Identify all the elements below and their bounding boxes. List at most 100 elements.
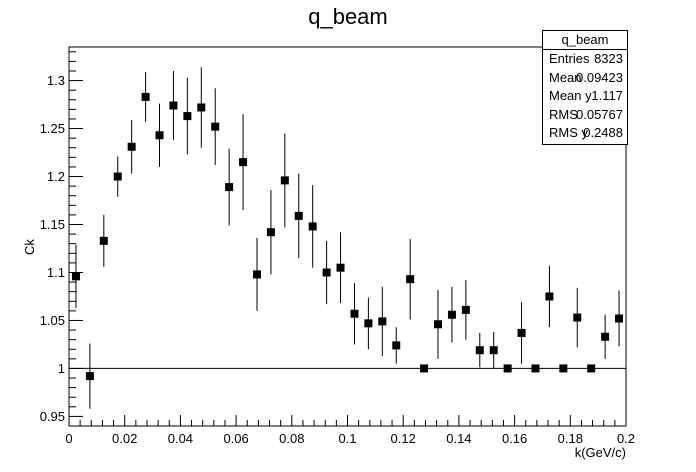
- y-tick-label: 1.05: [40, 313, 65, 328]
- point-marker: [183, 112, 192, 121]
- stats-row-rms-y: RMS y 0.2488: [543, 124, 627, 143]
- point-marker: [336, 263, 345, 272]
- point-marker: [364, 319, 373, 328]
- point-marker: [266, 228, 275, 237]
- y-axis-label: Ck: [22, 239, 37, 255]
- data-point: [392, 327, 401, 364]
- chart-title: q_beam: [308, 4, 388, 29]
- data-point: [169, 70, 178, 141]
- data-point: [447, 286, 456, 343]
- y-tick-label: 1.3: [47, 73, 65, 88]
- point-marker: [141, 92, 150, 101]
- data-point: [601, 314, 610, 359]
- point-marker: [155, 131, 164, 140]
- x-tick-label: 0.12: [391, 431, 416, 446]
- data-point: [85, 343, 94, 409]
- data-point: [559, 364, 568, 373]
- data-point: [183, 77, 192, 155]
- data-point: [252, 237, 261, 311]
- point-marker: [489, 346, 498, 355]
- data-point: [517, 302, 526, 364]
- data-point: [336, 232, 345, 304]
- x-tick-label: 0.06: [223, 431, 248, 446]
- x-tick-label: 0.02: [112, 431, 137, 446]
- stats-value: 0.09423: [576, 69, 623, 85]
- point-marker: [252, 270, 261, 279]
- point-marker: [113, 172, 122, 181]
- stats-key: Mean: [549, 69, 582, 85]
- point-marker: [531, 364, 540, 373]
- stats-row-mean-y: Mean y 1.117: [543, 87, 627, 106]
- point-marker: [127, 142, 136, 151]
- stats-value: 0.2488: [583, 125, 623, 140]
- data-point: [71, 244, 80, 308]
- data-point: [99, 214, 108, 267]
- data-point: [308, 185, 317, 268]
- point-marker: [503, 364, 512, 373]
- point-marker: [615, 314, 624, 323]
- data-point: [434, 289, 443, 359]
- data-point: [225, 148, 234, 226]
- point-marker: [559, 364, 568, 373]
- data-point: [239, 114, 248, 211]
- point-marker: [322, 268, 331, 277]
- point-marker: [169, 101, 178, 110]
- axis-ticks: 0 0.02 0.04 0.06 0.08 0.1 0.12 0.14 0.16 0.18 0.2 0…: [40, 51, 635, 446]
- stats-title: q_beam: [543, 31, 627, 50]
- stats-row-rms: RMS 0.05767: [543, 106, 627, 125]
- point-marker: [280, 176, 289, 185]
- stats-key: RMS y: [549, 125, 588, 140]
- x-tick-label: 0.2: [617, 431, 635, 446]
- data-point: [280, 133, 289, 228]
- x-axis-label: k(GeV/c): [575, 445, 626, 460]
- point-marker: [211, 122, 220, 131]
- axis-labels: k(GeV/c) Ck: [22, 239, 626, 460]
- point-marker: [587, 364, 596, 373]
- data-point: [364, 297, 373, 350]
- point-marker: [406, 275, 415, 284]
- data-point: [573, 287, 582, 348]
- data-point: [197, 67, 206, 148]
- stats-value: 0.05767: [576, 106, 623, 122]
- x-tick-label: 0.14: [446, 431, 471, 446]
- data-point: [294, 173, 303, 259]
- stats-key: RMS: [549, 106, 578, 122]
- data-point: [155, 103, 164, 167]
- stats-row-mean: Mean 0.09423: [543, 69, 627, 88]
- data-point: [350, 283, 359, 345]
- point-marker: [434, 320, 443, 329]
- data-point: [587, 364, 596, 373]
- point-marker: [545, 292, 554, 301]
- data-point: [615, 290, 624, 347]
- x-tick-label: 0.18: [558, 431, 583, 446]
- y-tick-label: 1.1: [47, 265, 65, 280]
- x-tick-label: 0.1: [338, 431, 356, 446]
- stats-key: Entries: [549, 51, 590, 66]
- stats-row-entries: Entries 8323: [543, 50, 627, 69]
- point-marker: [350, 309, 359, 318]
- y-tick-label: 1.25: [40, 121, 65, 136]
- data-point: [531, 364, 540, 373]
- point-marker: [99, 236, 108, 245]
- data-point: [406, 238, 415, 320]
- stats-value: 8323: [594, 51, 623, 66]
- y-tick-label: 1: [58, 361, 65, 376]
- point-marker: [197, 103, 206, 112]
- data-point: [127, 119, 136, 174]
- point-marker: [225, 183, 234, 192]
- data-point: [113, 156, 122, 197]
- data-point: [461, 280, 470, 340]
- y-tick-label: 1.2: [47, 169, 65, 184]
- data-point: [545, 265, 554, 328]
- x-tick-label: 0.16: [502, 431, 527, 446]
- point-marker: [294, 211, 303, 220]
- stats-key: Mean y: [549, 88, 592, 103]
- data-point: [141, 71, 150, 122]
- x-tick-label: 0.04: [168, 431, 193, 446]
- data-point: [489, 331, 498, 369]
- data-point: [475, 332, 484, 368]
- data-point: [322, 240, 331, 305]
- point-marker: [601, 332, 610, 341]
- data-point: [266, 189, 275, 275]
